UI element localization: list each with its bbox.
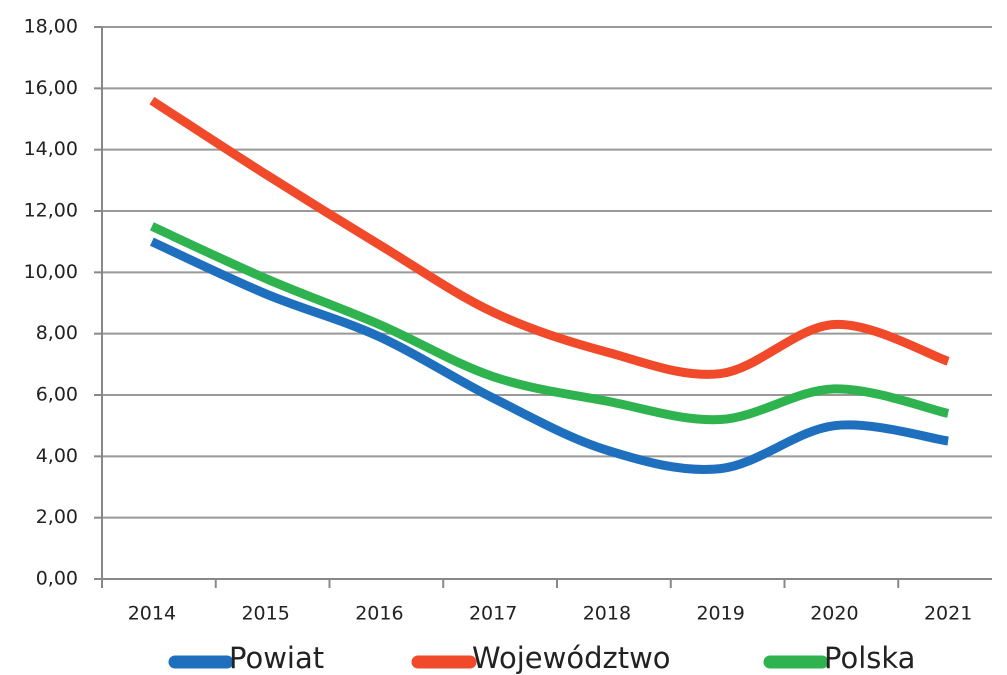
y-tick-label: 4,00 bbox=[36, 445, 78, 467]
x-tick-label: 2020 bbox=[810, 603, 858, 625]
legend-label: Polska bbox=[824, 641, 915, 675]
series-line bbox=[149, 237, 949, 474]
x-tick-label: 2014 bbox=[128, 603, 176, 625]
series-line bbox=[149, 222, 950, 425]
legend-label: Powiat bbox=[229, 641, 324, 675]
y-tick-label: 14,00 bbox=[24, 138, 78, 160]
x-tick-label: 2019 bbox=[696, 603, 744, 625]
y-tick-label: 2,00 bbox=[36, 506, 78, 528]
legend-label: Województwo bbox=[472, 641, 671, 675]
y-tick-label: 0,00 bbox=[36, 568, 78, 590]
y-tick-label: 18,00 bbox=[24, 16, 78, 38]
x-tick-label: 2017 bbox=[469, 603, 517, 625]
series-line bbox=[149, 96, 950, 379]
x-tick-label: 2018 bbox=[583, 603, 631, 625]
y-tick-label: 10,00 bbox=[24, 261, 78, 283]
y-tick-label: 12,00 bbox=[24, 200, 78, 222]
x-tick-label: 2016 bbox=[355, 603, 403, 625]
y-tick-label: 6,00 bbox=[36, 384, 78, 406]
x-tick-label: 2021 bbox=[924, 603, 972, 625]
x-tick-label: 2015 bbox=[241, 603, 289, 625]
y-tick-label: 16,00 bbox=[24, 77, 78, 99]
y-tick-label: 8,00 bbox=[36, 322, 78, 344]
